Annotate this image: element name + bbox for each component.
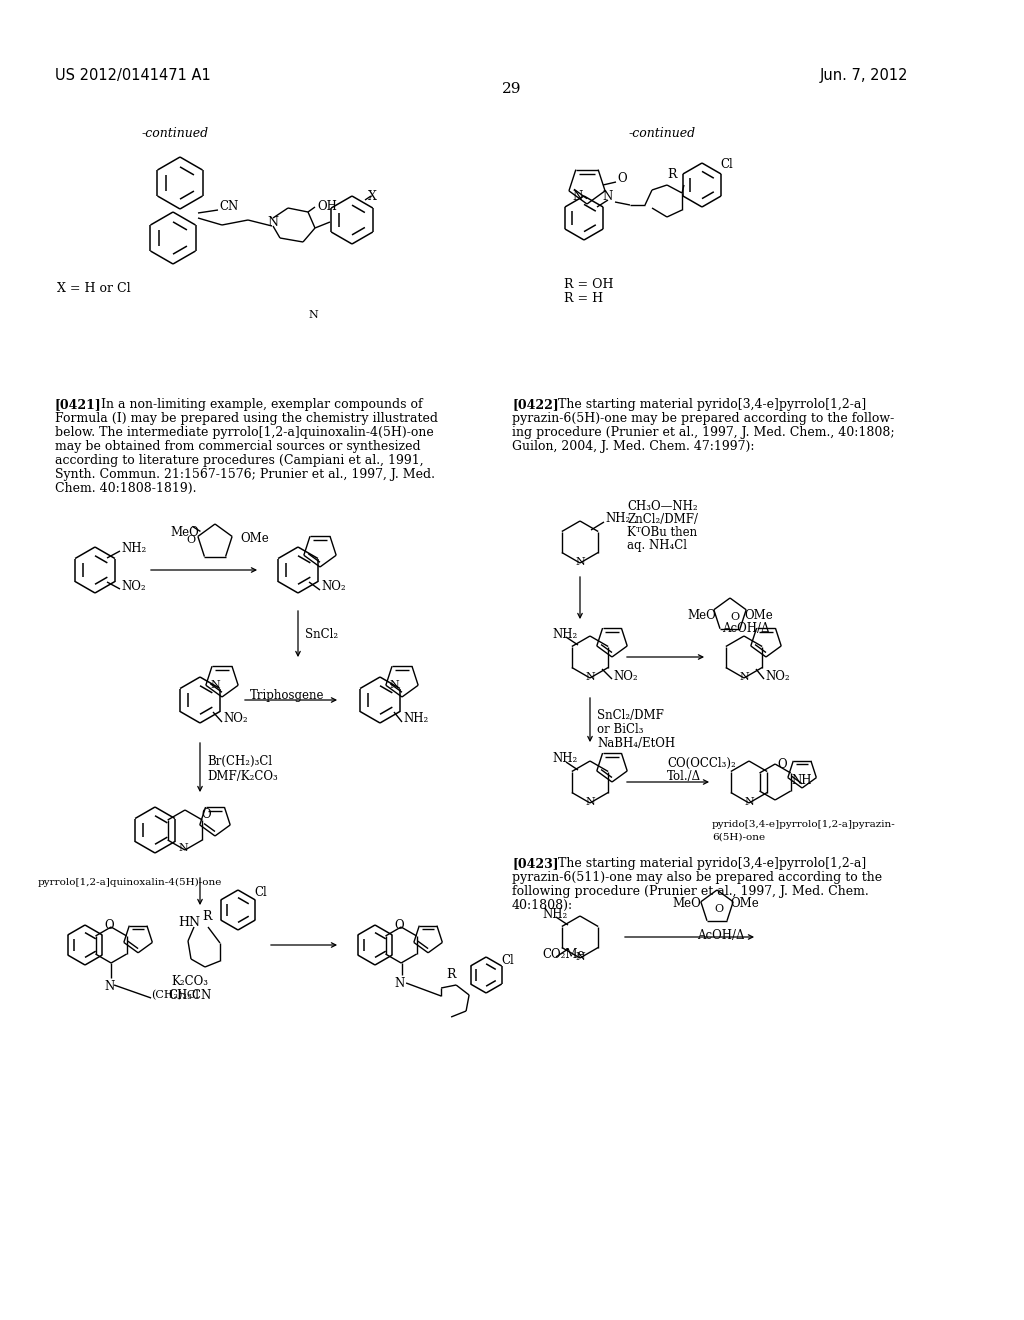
Text: N: N <box>572 190 583 202</box>
Text: -continued: -continued <box>629 127 695 140</box>
Text: N: N <box>178 843 187 853</box>
Text: KᵀOBu then: KᵀOBu then <box>627 525 697 539</box>
Text: N: N <box>744 797 754 807</box>
Text: Cl: Cl <box>501 953 514 966</box>
Text: 6(5H)-one: 6(5H)-one <box>712 833 765 842</box>
Text: N: N <box>104 979 115 993</box>
Text: aq. NH₄Cl: aq. NH₄Cl <box>627 539 687 552</box>
Text: The starting material pyrido[3,4-e]pyrrolo[1,2-a]: The starting material pyrido[3,4-e]pyrro… <box>558 857 866 870</box>
Text: Formula (I) may be prepared using the chemistry illustrated: Formula (I) may be prepared using the ch… <box>55 412 438 425</box>
Text: N: N <box>739 672 749 682</box>
Text: OH: OH <box>317 201 337 214</box>
Text: NH₂: NH₂ <box>552 752 578 766</box>
Text: O: O <box>104 919 114 932</box>
Text: -continued: -continued <box>141 127 209 140</box>
Text: NH: NH <box>792 774 812 787</box>
Text: 40:1808):: 40:1808): <box>512 899 573 912</box>
Text: CN: CN <box>219 201 239 214</box>
Text: US 2012/0141471 A1: US 2012/0141471 A1 <box>55 69 211 83</box>
Text: may be obtained from commercial sources or synthesized: may be obtained from commercial sources … <box>55 440 421 453</box>
Text: N: N <box>603 190 613 202</box>
Text: [0421]: [0421] <box>55 399 101 411</box>
Text: following procedure (Prunier et al., 1997, J. Med. Chem.: following procedure (Prunier et al., 199… <box>512 884 868 898</box>
Text: CH₃CN: CH₃CN <box>168 989 212 1002</box>
Text: NH₂: NH₂ <box>542 908 567 920</box>
Text: X = H or Cl: X = H or Cl <box>57 282 131 294</box>
Text: pyrazin-6(5H)-one may be prepared according to the follow-: pyrazin-6(5H)-one may be prepared accord… <box>512 412 894 425</box>
Text: or BiCl₃: or BiCl₃ <box>597 723 643 737</box>
Text: OMe: OMe <box>730 898 759 909</box>
Text: NO₂: NO₂ <box>321 581 346 594</box>
Text: The starting material pyrido[3,4-e]pyrrolo[1,2-a]: The starting material pyrido[3,4-e]pyrro… <box>558 399 866 411</box>
Text: N: N <box>210 680 220 690</box>
Text: NO₂: NO₂ <box>765 669 790 682</box>
Text: N: N <box>575 952 585 962</box>
Text: HN: HN <box>178 916 200 929</box>
Text: AcOH/Δ: AcOH/Δ <box>722 622 769 635</box>
Text: MeO: MeO <box>170 525 199 539</box>
Text: R = H: R = H <box>564 292 603 305</box>
Text: R: R <box>446 969 456 982</box>
Text: N: N <box>308 310 317 319</box>
Text: N: N <box>394 977 404 990</box>
Text: R = OH: R = OH <box>564 279 613 290</box>
Text: according to literature procedures (Campiani et al., 1991,: according to literature procedures (Camp… <box>55 454 424 467</box>
Text: O: O <box>715 904 724 913</box>
Text: Guilon, 2004, J. Med. Chem. 47:1997):: Guilon, 2004, J. Med. Chem. 47:1997): <box>512 440 755 453</box>
Text: NaBH₄/EtOH: NaBH₄/EtOH <box>597 737 675 750</box>
Text: NH₂: NH₂ <box>605 512 630 525</box>
Text: (CH₂)₃Cl: (CH₂)₃Cl <box>152 990 199 1001</box>
Text: ing procedure (Prunier et al., 1997, J. Med. Chem., 40:1808;: ing procedure (Prunier et al., 1997, J. … <box>512 426 895 440</box>
Text: Cl: Cl <box>720 158 733 172</box>
Text: In a non-limiting example, exemplar compounds of: In a non-limiting example, exemplar comp… <box>101 399 423 411</box>
Text: SnCl₂: SnCl₂ <box>305 628 338 642</box>
Text: CO(OCCl₃)₂: CO(OCCl₃)₂ <box>667 756 736 770</box>
Text: MeO: MeO <box>672 898 700 909</box>
Text: OMe: OMe <box>744 609 773 622</box>
Text: O: O <box>617 172 627 185</box>
Text: NO₂: NO₂ <box>613 669 638 682</box>
Text: NH₂: NH₂ <box>403 713 428 726</box>
Text: CH₃O—NH₂: CH₃O—NH₂ <box>627 500 697 513</box>
Text: N: N <box>585 672 595 682</box>
Text: [0423]: [0423] <box>512 857 559 870</box>
Text: N: N <box>575 557 585 568</box>
Text: NO₂: NO₂ <box>121 579 145 593</box>
Text: Br(CH₂)₃Cl: Br(CH₂)₃Cl <box>207 755 272 768</box>
Text: MeO: MeO <box>687 609 716 622</box>
Text: Cl: Cl <box>254 887 266 899</box>
Text: NH₂: NH₂ <box>552 627 578 640</box>
Text: O: O <box>394 919 403 932</box>
Text: R: R <box>203 911 212 924</box>
Text: below. The intermediate pyrrolo[1,2-a]quinoxalin-4(5H)-one: below. The intermediate pyrrolo[1,2-a]qu… <box>55 426 434 440</box>
Text: DMF/K₂CO₃: DMF/K₂CO₃ <box>207 770 278 783</box>
Text: O: O <box>201 808 211 821</box>
Text: 29: 29 <box>502 82 522 96</box>
Text: K₂CO₃: K₂CO₃ <box>171 975 209 987</box>
Text: R: R <box>668 169 677 181</box>
Text: Synth. Commun. 21:1567-1576; Prunier et al., 1997, J. Med.: Synth. Commun. 21:1567-1576; Prunier et … <box>55 469 435 480</box>
Text: Chem. 40:1808-1819).: Chem. 40:1808-1819). <box>55 482 197 495</box>
Text: N: N <box>585 797 595 807</box>
Text: Tol./Δ: Tol./Δ <box>667 770 701 783</box>
Text: pyrido[3,4-e]pyrrolo[1,2-a]pyrazin-: pyrido[3,4-e]pyrrolo[1,2-a]pyrazin- <box>712 820 896 829</box>
Text: Jun. 7, 2012: Jun. 7, 2012 <box>820 69 908 83</box>
Text: AcOH/Δ: AcOH/Δ <box>697 929 744 942</box>
Text: O: O <box>186 535 196 545</box>
Text: Triphosgene: Triphosgene <box>250 689 325 702</box>
Text: NO₂: NO₂ <box>223 713 248 726</box>
Text: OMe: OMe <box>240 532 268 544</box>
Text: O: O <box>730 612 739 622</box>
Text: O: O <box>777 758 786 771</box>
Text: [0422]: [0422] <box>512 399 559 411</box>
Text: X: X <box>368 190 377 203</box>
Text: pyrazin-6(511)-one may also be prepared according to the: pyrazin-6(511)-one may also be prepared … <box>512 871 882 884</box>
Text: SnCl₂/DMF: SnCl₂/DMF <box>597 709 664 722</box>
Text: N: N <box>389 680 399 690</box>
Text: NH₂: NH₂ <box>121 541 146 554</box>
Text: ZnCl₂/DMF/: ZnCl₂/DMF/ <box>627 513 698 525</box>
Text: N: N <box>267 215 279 228</box>
Text: pyrrolo[1,2-a]quinoxalin-4(5H)-one: pyrrolo[1,2-a]quinoxalin-4(5H)-one <box>38 878 222 887</box>
Text: CO₂Me: CO₂Me <box>542 948 585 961</box>
